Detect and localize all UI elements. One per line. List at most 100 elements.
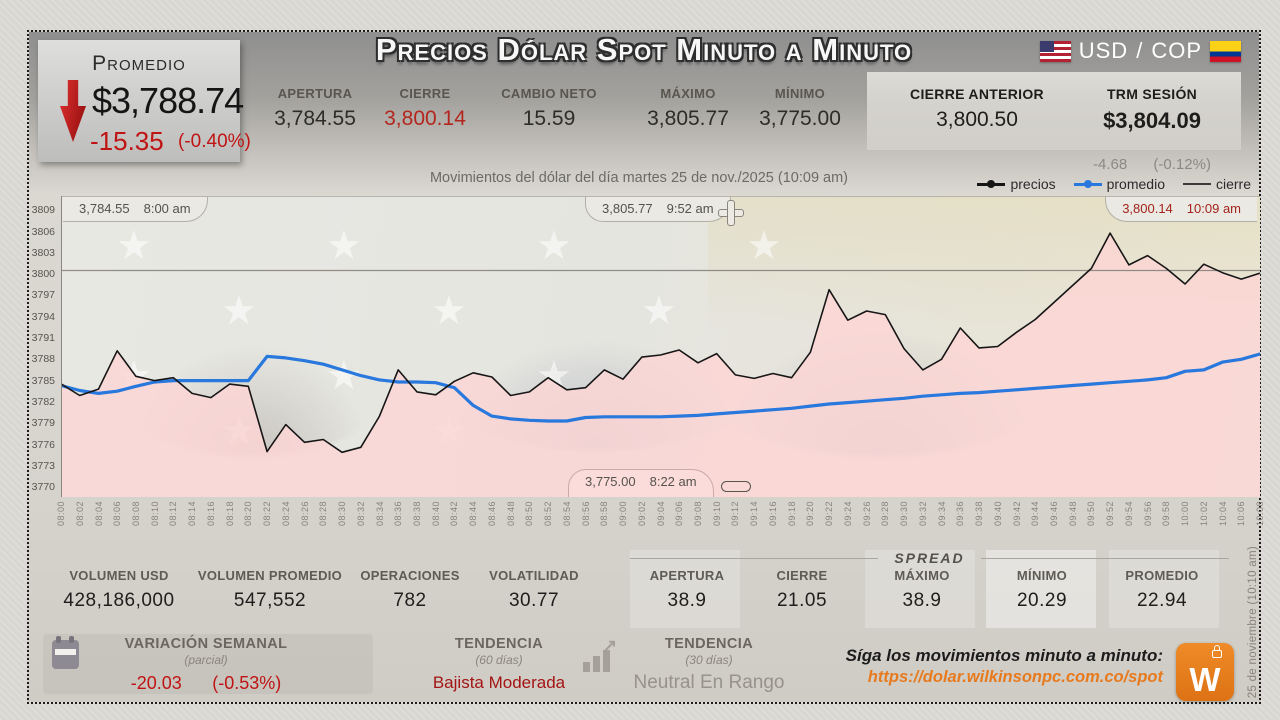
crosshair-icon[interactable] <box>718 200 745 227</box>
spread-promedio: PROMEDIO 22.94 <box>1107 568 1217 612</box>
spread-apertura-value: 38.9 <box>667 590 707 611</box>
x-axis-tick: 08:32 <box>355 501 366 527</box>
x-axis-tick: 09:14 <box>749 501 760 527</box>
x-axis-tick: 09:00 <box>618 501 628 527</box>
spread-maximo: MÁXIMO 38.9 <box>867 568 977 612</box>
tendencia-60-sub: (60 días) <box>475 653 523 667</box>
x-axis-tick: 09:42 <box>1011 501 1022 527</box>
spread-title: SPREAD <box>894 550 965 566</box>
stat-maximo: MÁXIMO 3,805.77 <box>638 86 738 131</box>
colombia-flag-icon <box>1210 40 1241 62</box>
legend-precios-label: precios <box>1010 176 1056 192</box>
spread-minimo-label: MÍNIMO <box>1016 568 1068 583</box>
x-axis-tick: 09:24 <box>842 501 853 527</box>
spread-minimo-value: 20.29 <box>1016 590 1068 611</box>
trm-value: $3,804.09 <box>1103 108 1201 133</box>
annotation-last: 3,800.14 10:09 am <box>1105 197 1257 222</box>
wilkinsonpc-logo[interactable]: W <box>1176 643 1234 701</box>
x-axis-tick: 08:12 <box>168 501 179 527</box>
x-axis-tick: 10:04 <box>1217 501 1228 527</box>
stat-cierre-anterior: CIERRE ANTERIOR 3,800.50 <box>897 86 1057 132</box>
x-axis-tick: 08:08 <box>130 501 141 527</box>
x-axis-tick: 10:06 <box>1236 501 1247 527</box>
x-axis-tick: 09:20 <box>805 501 816 527</box>
annotation-low: 3,775.00 8:22 am <box>568 469 714 497</box>
x-axis-tick: 09:40 <box>992 501 1003 527</box>
x-axis-tick: 09:44 <box>1030 501 1041 527</box>
legend-promedio-label: promedio <box>1106 176 1165 192</box>
chart-legend: precios promedio cierre <box>977 176 1251 192</box>
x-axis-tick: 09:32 <box>917 501 928 527</box>
stat-cambio-neto-label: CAMBIO NETO <box>501 86 597 101</box>
cierre-anterior-value: 3,800.50 <box>936 108 1018 131</box>
x-axis-tick: 08:02 <box>74 501 85 527</box>
spread-apertura: APERTURA 38.9 <box>632 568 742 612</box>
x-axis-tick: 09:16 <box>767 501 778 527</box>
x-axis-tick: 08:42 <box>449 501 460 527</box>
y-axis-tick: 3791 <box>31 332 55 344</box>
promedio-change-pct: (-0.40%) <box>178 131 251 152</box>
promedio-line-icon <box>1073 179 1102 188</box>
x-axis-tick: 08:00 <box>56 501 66 527</box>
pair-usd: USD <box>1078 38 1129 63</box>
tendencia-60: TENDENCIA (60 días) Bajista Moderada <box>414 636 584 693</box>
spread-col-shade <box>986 550 1096 628</box>
stat-minimo: MÍNIMO 3,775.00 <box>750 86 850 131</box>
x-axis-tick: 09:30 <box>899 501 909 527</box>
y-axis-tick: 3770 <box>31 481 55 494</box>
stat-cierre-label: CIERRE <box>399 86 451 101</box>
x-axis-tick: 08:46 <box>486 501 497 527</box>
legend-cierre-label: cierre <box>1215 176 1251 192</box>
y-axis-tick: 3773 <box>31 459 55 472</box>
annotation-open-value: 3,784.55 <box>79 201 130 216</box>
follow-link[interactable]: https://dolar.wilkinsonpc.com.co/spot <box>867 668 1163 686</box>
x-axis-tick: 08:30 <box>337 501 347 527</box>
variacion-sub: (parcial) <box>184 653 228 667</box>
price-chart[interactable]: ★ ★ ★ ★ ★ ★ ★ ★ ★ ★ ★ ★ <box>61 196 1260 497</box>
x-axis-tick: 09:58 <box>1161 501 1172 527</box>
x-axis-tick: 09:36 <box>955 501 966 527</box>
fstat-volumen-promedio: VOLUMEN PROMEDIO 547,552 <box>190 568 350 612</box>
spread-col-shade <box>630 550 740 628</box>
stat-maximo-label: MÁXIMO <box>660 86 716 101</box>
x-axis-tick: 08:16 <box>205 501 216 527</box>
x-axis-tick: 09:56 <box>1142 501 1153 527</box>
legend-promedio: promedio <box>1073 176 1165 192</box>
spread-apertura-label: APERTURA <box>649 568 725 583</box>
spread-divider-left <box>630 558 878 559</box>
cierre-anterior-label: CIERRE ANTERIOR <box>910 86 1044 102</box>
ellipse-icon[interactable] <box>721 481 751 492</box>
tendencia-30-label: TENDENCIA <box>664 636 754 652</box>
y-axis-tick: 3779 <box>31 417 55 430</box>
y-axis-tick: 3794 <box>31 310 55 323</box>
x-axis-tick: 08:56 <box>580 501 591 527</box>
x-axis-tick: 09:10 <box>711 501 722 527</box>
annotation-low-time: 8:22 am <box>649 474 697 489</box>
x-axis-tick: 08:40 <box>430 501 441 527</box>
x-axis-tick: 10:02 <box>1198 501 1209 527</box>
x-axis-tick: 08:20 <box>243 501 254 527</box>
x-axis-tick: 08:18 <box>224 501 235 527</box>
stat-cierre: CIERRE 3,800.14 <box>375 86 475 131</box>
x-axis-tick: 08:06 <box>112 501 123 527</box>
promedio-value: $3,788.74 <box>92 80 244 121</box>
x-axis-tick: 09:18 <box>786 501 797 527</box>
stat-maximo-value: 3,805.77 <box>647 107 729 130</box>
fstat-operaciones: OPERACIONES 782 <box>350 568 470 612</box>
variacion-label: VARIACIÓN SEMANAL <box>124 636 288 652</box>
x-axis-tick: 09:46 <box>1048 501 1059 527</box>
fstat-volatilidad: VOLATILIDAD 30.77 <box>474 568 594 612</box>
variacion-semanal: VARIACIÓN SEMANAL (parcial) -20.03 (-0.5… <box>91 636 321 694</box>
x-axis-tick: 09:22 <box>824 501 835 527</box>
page-title: Precios Dólar Spot Minuto a Minuto <box>375 32 913 67</box>
variacion-panel-bg <box>43 634 373 694</box>
variacion-value: -20.03 <box>130 673 182 693</box>
stat-cambio-neto-value: 15.59 <box>522 107 576 130</box>
variacion-values: -20.03 (-0.53%) <box>91 673 321 694</box>
variacion-pct: (-0.53%) <box>212 673 282 693</box>
annotation-open-time: 8:00 am <box>143 201 191 216</box>
volumen-promedio-value: 547,552 <box>233 590 307 611</box>
down-arrow-icon <box>60 80 86 142</box>
x-axis-tick: 09:12 <box>730 501 741 527</box>
x-axis-tick: 09:34 <box>936 501 947 527</box>
